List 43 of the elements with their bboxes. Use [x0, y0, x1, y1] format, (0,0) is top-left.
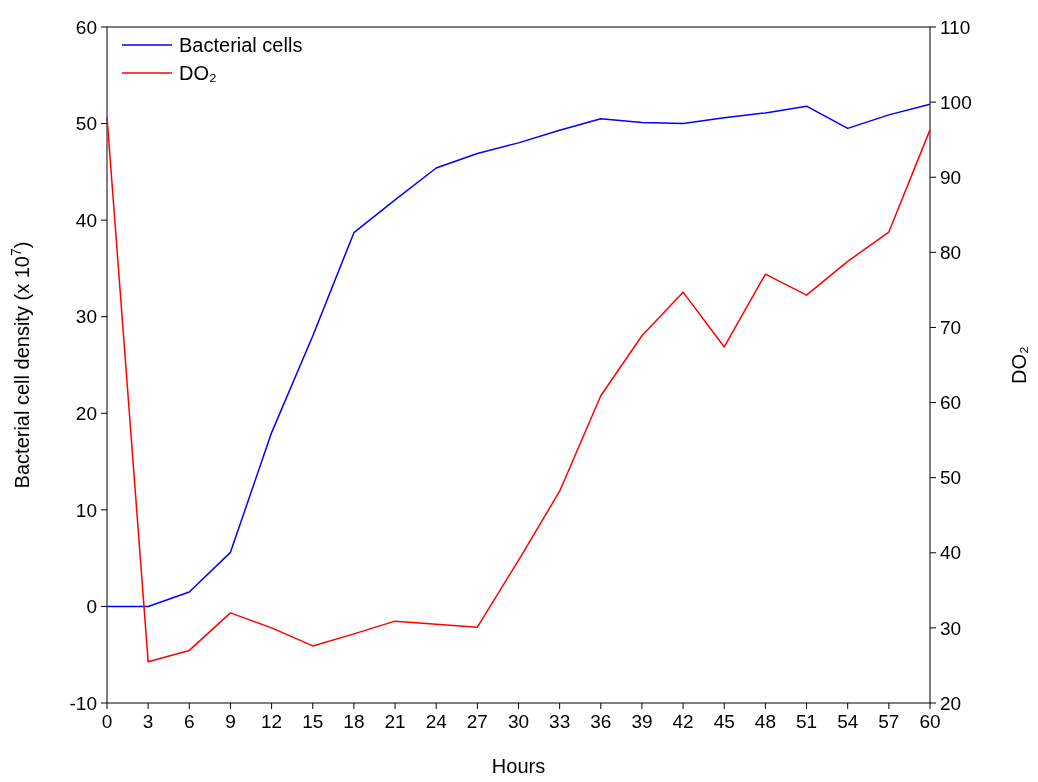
y2-tick-label: 30	[940, 617, 962, 639]
x-tick-label: 33	[549, 711, 571, 732]
x-tick-label: 51	[795, 711, 818, 732]
x-tick-label: 12	[261, 711, 283, 732]
y2-tick-label: 50	[940, 467, 962, 489]
y-tick-label: 60	[75, 16, 97, 38]
y-tick-label: 30	[75, 306, 97, 328]
x-axis-title: Hours	[491, 755, 546, 777]
y2-tick-label: 40	[940, 542, 962, 564]
x-tick-label: 45	[713, 711, 735, 732]
x-tick-label: 54	[837, 711, 859, 732]
legend-label: DO₂	[179, 62, 217, 84]
legend-label: Bacterial cells	[179, 34, 303, 56]
y2-tick-label: 90	[940, 166, 962, 188]
x-tick-label: 3	[142, 711, 154, 732]
x-tick-label: 42	[672, 711, 694, 732]
x-tick-label: 60	[919, 711, 941, 732]
y2-tick-label: 100	[940, 91, 972, 113]
x-tick-label: 18	[343, 711, 365, 732]
x-tick-label: 48	[754, 711, 776, 732]
x-tick-label: 57	[878, 711, 900, 732]
x-tick-label: 9	[225, 711, 236, 732]
y-tick-label: 20	[75, 402, 97, 424]
y2-tick-label: 20	[940, 692, 962, 714]
x-tick-label: 39	[631, 711, 653, 732]
y2-tick-label: 80	[940, 241, 962, 263]
y2-axis-title: DO₂	[1008, 346, 1030, 384]
x-tick-label: 0	[101, 711, 113, 732]
y2-tick-label: 110	[940, 16, 971, 38]
y2-tick-label: 60	[940, 392, 962, 414]
x-tick-label: 27	[466, 711, 488, 732]
x-tick-label: 6	[184, 711, 195, 732]
x-tick-label: 15	[302, 711, 324, 732]
x-tick-label: 36	[590, 711, 612, 732]
x-tick-label: 24	[425, 711, 448, 732]
x-tick-label: 30	[507, 711, 530, 732]
y-tick-label: -10	[69, 692, 97, 714]
y-tick-label: 10	[75, 499, 97, 521]
y-tick-label: 0	[86, 596, 97, 618]
x-tick-label: 21	[384, 711, 406, 732]
y2-tick-label: 70	[940, 317, 962, 339]
y-tick-label: 50	[75, 113, 97, 135]
y-tick-label: 40	[75, 209, 97, 231]
